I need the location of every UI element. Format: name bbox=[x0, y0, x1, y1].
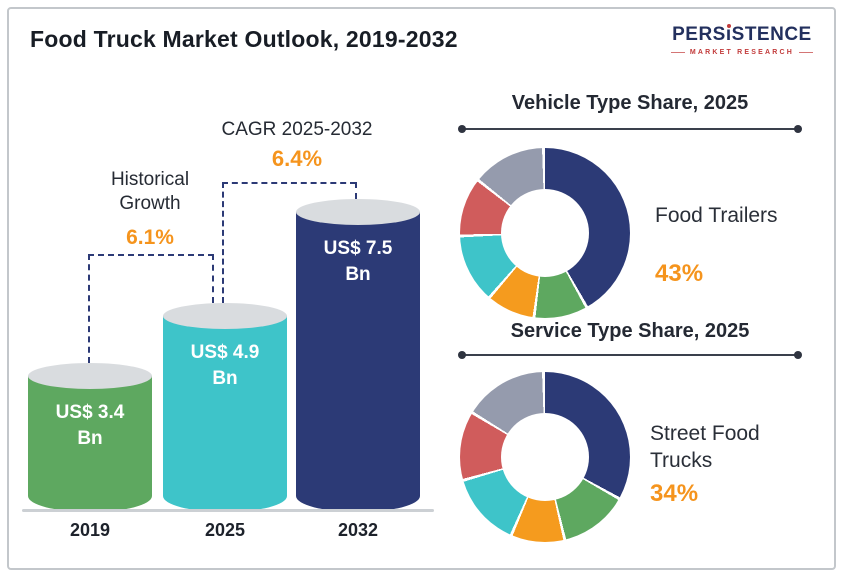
category-label-2032: 2032 bbox=[337, 520, 379, 540]
service-share-donut bbox=[460, 372, 630, 542]
vehicle-share-donut bbox=[460, 148, 630, 318]
cagr-label: CAGR 2025-2032 bbox=[221, 119, 373, 140]
brand-logo: PERS ıSTENCE MARKET RESEARCH bbox=[671, 24, 813, 56]
historical-growth-value: 6.1% bbox=[126, 226, 174, 249]
bar-cap bbox=[28, 363, 152, 389]
donut-hole bbox=[501, 413, 589, 501]
cagr-drop-line-right bbox=[355, 182, 357, 199]
cagr-value: 6.4% bbox=[271, 146, 323, 171]
bar-value-label: US$ 3.4 Bn bbox=[55, 402, 125, 449]
brand-tagline: MARKET RESEARCH bbox=[671, 49, 813, 56]
historical-growth-label: Historical Growth bbox=[110, 169, 190, 214]
vehicle-share-divider bbox=[458, 125, 802, 133]
service-share-divider bbox=[458, 351, 802, 359]
bar-cap bbox=[163, 303, 287, 329]
brand-wordmark: PERS ıSTENCE bbox=[672, 24, 812, 45]
bar-2032: US$ 7.5 Bn bbox=[296, 199, 420, 512]
bar-2025: US$ 4.9 Bn bbox=[163, 303, 287, 512]
bar-value-label: US$ 4.9 Bn bbox=[190, 342, 260, 389]
category-label-2019: 2019 bbox=[69, 520, 111, 540]
historical-drop-line-left bbox=[88, 254, 90, 363]
service-share-title: Service Type Share, 2025 bbox=[510, 320, 750, 342]
page-title: Food Truck Market Outlook, 2019-2032 bbox=[30, 26, 458, 52]
x-axis-baseline bbox=[22, 509, 434, 512]
bar-value-label: US$ 7.5 Bn bbox=[323, 238, 393, 285]
logo-dot-icon bbox=[726, 24, 731, 28]
historical-drop-line-right bbox=[212, 254, 214, 303]
bar-2019: US$ 3.4 Bn bbox=[28, 363, 152, 512]
bar-cap bbox=[296, 199, 420, 225]
donut-hole bbox=[501, 189, 589, 277]
vehicle-share-title: Vehicle Type Share, 2025 bbox=[511, 92, 749, 114]
service-callout-value: 34% bbox=[650, 480, 699, 507]
vehicle-callout-value: 43% bbox=[655, 260, 704, 287]
service-callout-label: Street Food Trucks bbox=[650, 422, 760, 473]
historical-connector-line bbox=[88, 254, 214, 256]
cagr-connector-line bbox=[222, 182, 356, 184]
cagr-drop-line-left bbox=[222, 182, 224, 303]
vehicle-callout-label: Food Trailers bbox=[655, 204, 778, 227]
category-label-2025: 2025 bbox=[204, 520, 246, 540]
